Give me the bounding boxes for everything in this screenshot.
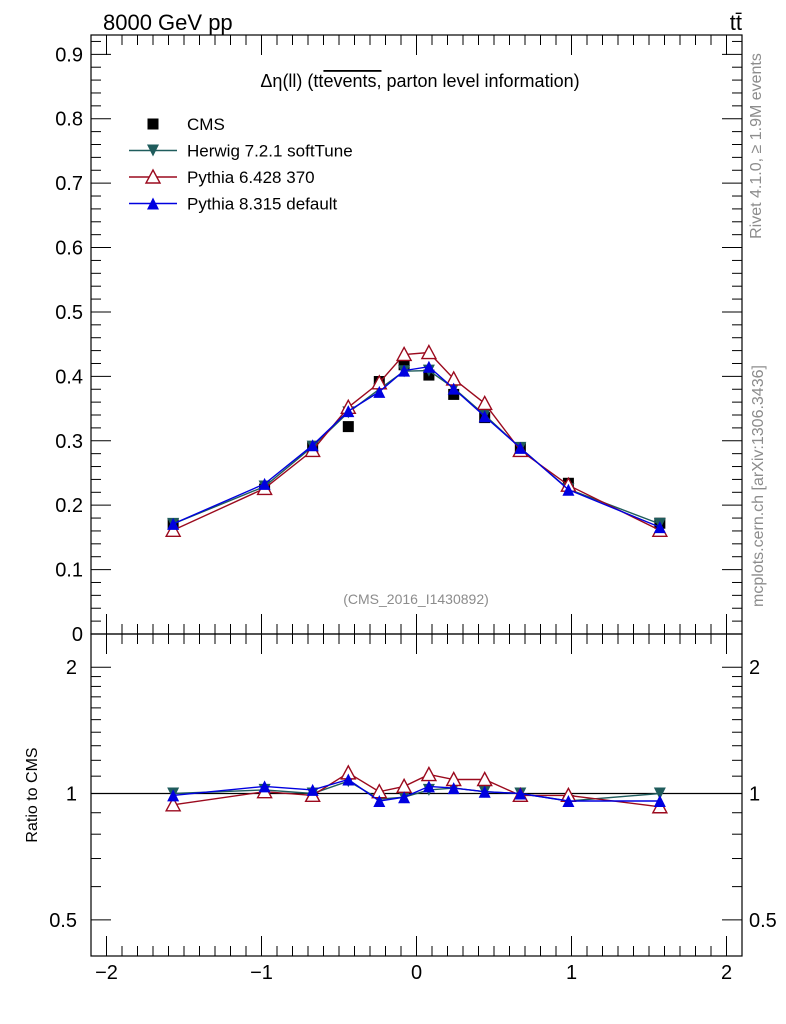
ratio-line-pythia-8-315-default <box>173 778 660 802</box>
y-tick-label: 0.4 <box>55 366 83 388</box>
data-point-pythia-8-315-default <box>258 477 271 490</box>
data-point-pythia-8-315-default <box>653 521 666 534</box>
title-prefix: Δη(ll) ( <box>260 71 313 91</box>
ratio-point-herwig-7-2-1-softtune <box>653 787 666 800</box>
y-tick-label: 0.1 <box>55 560 83 582</box>
data-point-pythia-6-428-370 <box>420 344 438 360</box>
y-tick-label: 0.6 <box>55 238 83 260</box>
ratio-point-pythia-8-315-default <box>653 794 666 807</box>
data-point-pythia-8-315-default <box>447 382 460 395</box>
legend: CMS Herwig 7.2.1 softTune Pythia 6.428 370… <box>129 115 353 214</box>
x-tick-label: 0 <box>411 962 422 984</box>
legend-marker-pythia-8-315-default <box>147 197 159 210</box>
data-point-pythia-8-315-default <box>562 483 575 496</box>
rivet-label: Rivet 4.1.0, ≥ 1.9M events <box>748 53 765 239</box>
analysis-watermark: (CMS_2016_I1430892) <box>343 591 489 607</box>
data-point-pythia-8-315-default <box>422 360 435 373</box>
ratio-y-tick-label-right: 1 <box>749 784 760 806</box>
data-point-pythia-8-315-default <box>373 385 386 398</box>
title-suffix: parton level information) <box>381 71 579 91</box>
ratio-point-pythia-8-315-default <box>306 783 319 796</box>
ratio-point-pythia-6-428-370 <box>420 766 438 782</box>
y-tick-label: 0.3 <box>55 431 83 453</box>
mcplots-label: mcplots.cern.ch [arXiv:1306.3436] <box>750 365 767 607</box>
ratio-point-pythia-8-315-default <box>562 794 575 807</box>
ratio-point-pythia-8-315-default <box>447 782 460 795</box>
y-tick-label: 0 <box>72 624 83 646</box>
ratio-point-pythia-8-315-default <box>373 794 386 807</box>
data-point-pythia-6-428-370 <box>476 394 493 411</box>
ratio-axis-label: Ratio to CMS <box>24 747 41 842</box>
x-tick-label: 2 <box>721 962 732 984</box>
curves <box>164 344 669 814</box>
ratio-point-pythia-8-315-default <box>258 780 271 793</box>
ratio-point-pythia-8-315-default <box>167 789 180 802</box>
data-point-pythia-8-315-default <box>514 441 527 454</box>
legend-marker-pythia-6-428-370 <box>144 168 162 184</box>
y-tick-label: 0.8 <box>55 109 83 131</box>
ratio-y-tick-label: 1 <box>66 784 77 806</box>
legend-label-herwig-7-2-1-softtune: Herwig 7.2.1 softTune <box>187 142 353 161</box>
x-tick-label: 1 <box>566 962 577 984</box>
ratio-y-tick-label: 2 <box>66 657 77 679</box>
legend-label-cms: CMS <box>187 115 225 134</box>
ratio-point-pythia-8-315-default <box>342 773 355 786</box>
legend-label-pythia-6-428-370: Pythia 6.428 370 <box>187 168 315 187</box>
plot-title: Δη(ll) (ttevents, parton level informati… <box>260 71 579 91</box>
legend-marker-herwig-7-2-1-softtune <box>147 144 159 157</box>
ratio-line-pythia-6-428-370 <box>173 772 660 808</box>
ratio-y-tick-label: 0.5 <box>49 910 77 932</box>
series-line-pythia-6-428-370 <box>172 351 661 531</box>
legend-marker-cms <box>147 118 159 130</box>
series-line-pythia-8-315-default <box>172 365 661 528</box>
x-tick-label: −1 <box>250 962 273 984</box>
ratio-point-pythia-6-428-370 <box>395 777 413 794</box>
y-tick-label: 0.2 <box>55 495 83 517</box>
legend-label-pythia-8-315-default: Pythia 8.315 default <box>187 195 338 214</box>
ratio-point-pythia-8-315-default <box>398 791 411 804</box>
ratio-point-pythia-8-315-default <box>422 780 435 793</box>
series-line-herwig-7-2-1-softtune <box>172 369 661 525</box>
y-tick-label: 0.5 <box>55 302 83 324</box>
y-tick-label: 0.9 <box>55 44 83 66</box>
x-tick-label: −2 <box>95 962 118 984</box>
ratio-point-pythia-8-315-default <box>478 785 491 798</box>
ratio-point-pythia-6-428-370 <box>476 771 493 787</box>
data-point-cms <box>342 421 354 433</box>
ratio-y-tick-label-right: 2 <box>749 657 760 679</box>
title-tt: tt <box>313 71 323 91</box>
ratio-y-tick-label-right: 0.5 <box>749 910 777 932</box>
data-point-pythia-8-315-default <box>306 439 319 452</box>
data-point-pythia-8-315-default <box>342 405 355 418</box>
process-label: tt̄ <box>730 10 742 35</box>
data-point-pythia-8-315-default <box>167 517 180 530</box>
energy-label: 8000 GeV pp <box>103 10 233 35</box>
data-point-pythia-6-428-370 <box>395 345 413 362</box>
ratio-point-pythia-6-428-370 <box>164 796 182 812</box>
title-overlined: events, <box>323 71 381 91</box>
ratio-point-pythia-8-315-default <box>514 787 527 800</box>
y-tick-label: 0.7 <box>55 173 83 195</box>
data-point-pythia-8-315-default <box>478 410 491 423</box>
axes: −2 −1 0 1 2 0 0.1 0.2 0.3 0.4 0.5 0.6 0.7 0.8 0.9 0.5 0.… <box>49 35 777 984</box>
data-point-pythia-8-315-default <box>398 364 411 377</box>
